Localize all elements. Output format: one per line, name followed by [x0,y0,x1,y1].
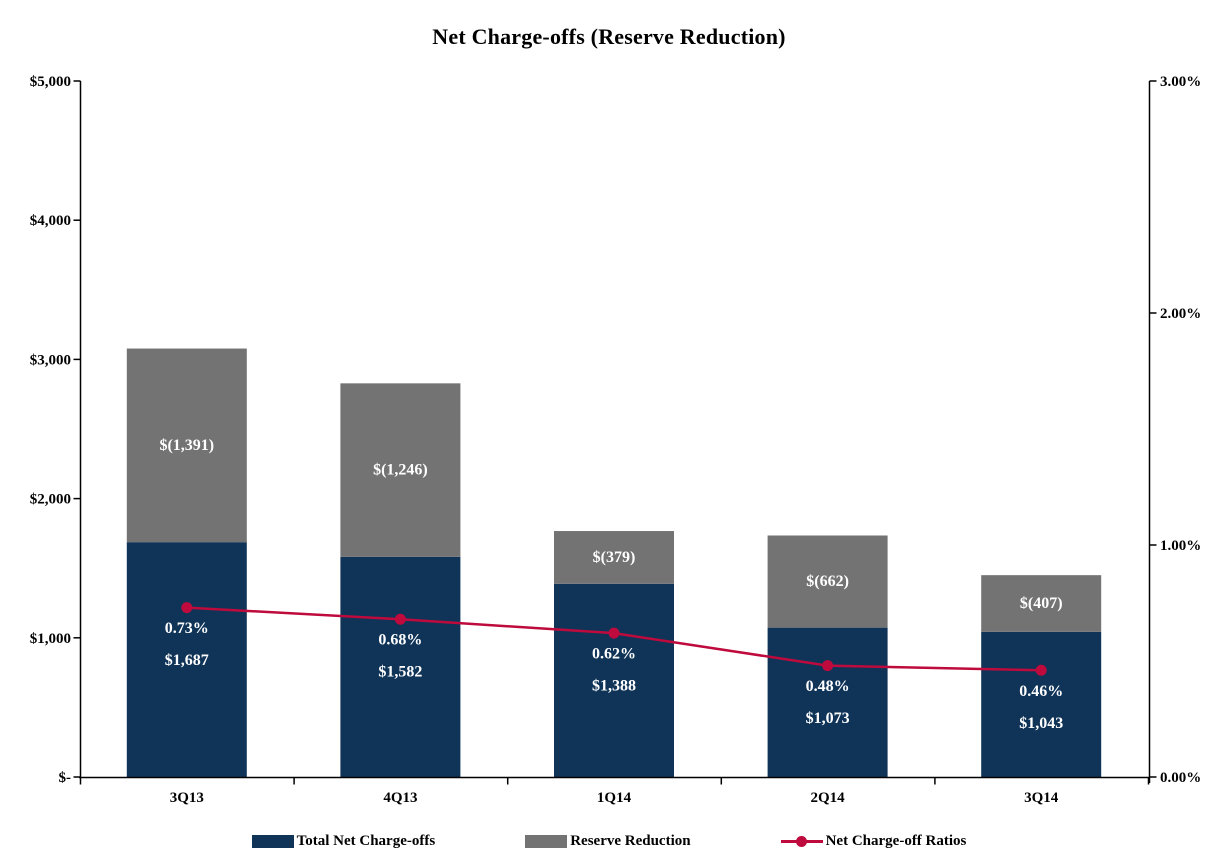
legend-swatch-reserve-reduction-icon [525,835,568,848]
ratio-value-label: 0.48% [806,678,850,695]
bar-label-reserve-reduction: $(1,391) [159,437,214,454]
y-axis-right-tick-label: 3.00% [1160,74,1201,90]
legend-item-reserve-reduction: Reserve Reduction [525,833,691,850]
chart-legend: Total Net Charge-offs Reserve Reduction … [0,833,1218,850]
legend-item-net-charge-off-ratios: Net Charge-off Ratios [780,833,967,850]
bar-label-total-net-charge-offs: $1,073 [806,710,850,727]
bar-segment-total-net-charge-offs [981,631,1102,777]
ratio-marker [181,602,193,614]
y-axis-right-tick-label: 1.00% [1160,538,1201,554]
chart-canvas: $(1,391) $(1,246) $(379) $(662) $(407) 0.73% $… [30,74,1202,806]
legend-line-marker-icon [780,836,823,847]
y-axis-left-tick-label: $2,000 [30,492,71,508]
x-axis-category-label: 3Q13 [170,790,204,806]
x-axis-category-label: 2Q14 [811,790,846,806]
legend-dot-icon [795,836,807,847]
y-axis-left-tick-label: $5,000 [30,74,71,90]
bar-label-total-net-charge-offs: $1,582 [378,664,422,681]
ratio-value-label: 0.73% [165,620,209,637]
legend-item-total-net-charge-offs: Total Net Charge-offs [251,833,436,850]
ratio-marker [1035,664,1047,676]
bar-label-total-net-charge-offs: $1,043 [1019,715,1063,732]
bar-segment-reserve-reduction [981,575,1102,632]
bar-label-total-net-charge-offs: $1,687 [165,652,209,669]
y-axis-left-tick-label: $1,000 [30,631,71,647]
ratio-value-label: 0.68% [378,632,422,649]
legend-swatch-total-net-charge-offs-icon [251,835,294,848]
ratio-value-label: 0.62% [592,646,636,663]
bar-segment-reserve-reduction [554,531,674,584]
x-axis-category-label: 4Q13 [383,790,417,806]
bar-label-reserve-reduction: $(1,246) [373,462,428,479]
ratio-marker [822,660,834,672]
bar-segment-reserve-reduction [126,348,247,543]
bar-segment-reserve-reduction [340,383,461,557]
bar-label-reserve-reduction: $(379) [593,549,636,566]
y-axis-right-tick-label: 2.00% [1160,306,1201,322]
x-axis-category-label: 1Q14 [597,790,632,806]
ratio-value-label: 0.46% [1019,683,1063,700]
bar-segment-total-net-charge-offs [126,542,247,777]
legend-label-total-net-charge-offs: Total Net Charge-offs [296,833,436,849]
chart-title: Net Charge-offs (Reserve Reduction) [432,24,786,49]
bar-label-reserve-reduction: $(407) [1020,595,1063,612]
legend-label-reserve-reduction: Reserve Reduction [570,833,691,849]
y-axis-left-tick-label: $3,000 [30,352,71,368]
bar-segment-reserve-reduction [767,535,888,628]
x-axis-category-label: 3Q14 [1024,790,1059,806]
legend-label-net-charge-off-ratios: Net Charge-off Ratios [825,833,967,849]
y-axis-left-tick-label: $4,000 [30,213,71,229]
bar-segment-total-net-charge-offs [340,556,461,777]
ratio-marker [394,613,406,625]
bar-segment-total-net-charge-offs [554,583,674,777]
bar-segment-total-net-charge-offs [767,627,888,777]
y-axis-right-tick-label: 0.00% [1160,770,1201,786]
ratio-marker [608,627,620,639]
bar-label-total-net-charge-offs: $1,388 [592,678,636,695]
bar-label-reserve-reduction: $(662) [806,573,849,590]
y-axis-left-tick-label: $- [59,770,72,786]
